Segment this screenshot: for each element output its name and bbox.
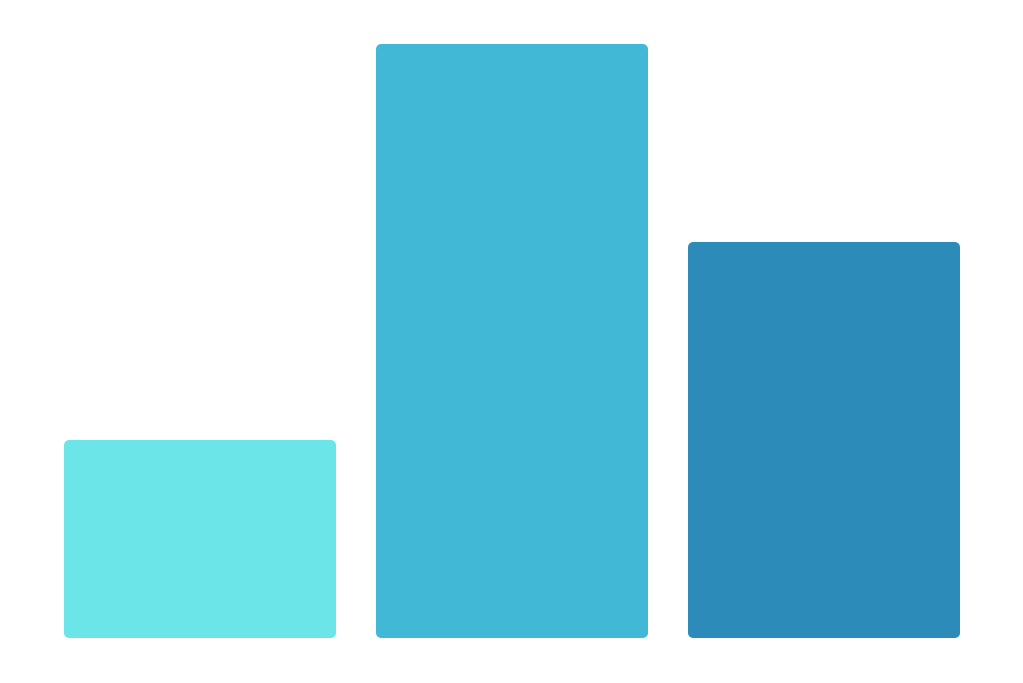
bar-3 [688, 242, 960, 638]
bar-2 [376, 44, 648, 638]
bar-1 [64, 440, 336, 638]
